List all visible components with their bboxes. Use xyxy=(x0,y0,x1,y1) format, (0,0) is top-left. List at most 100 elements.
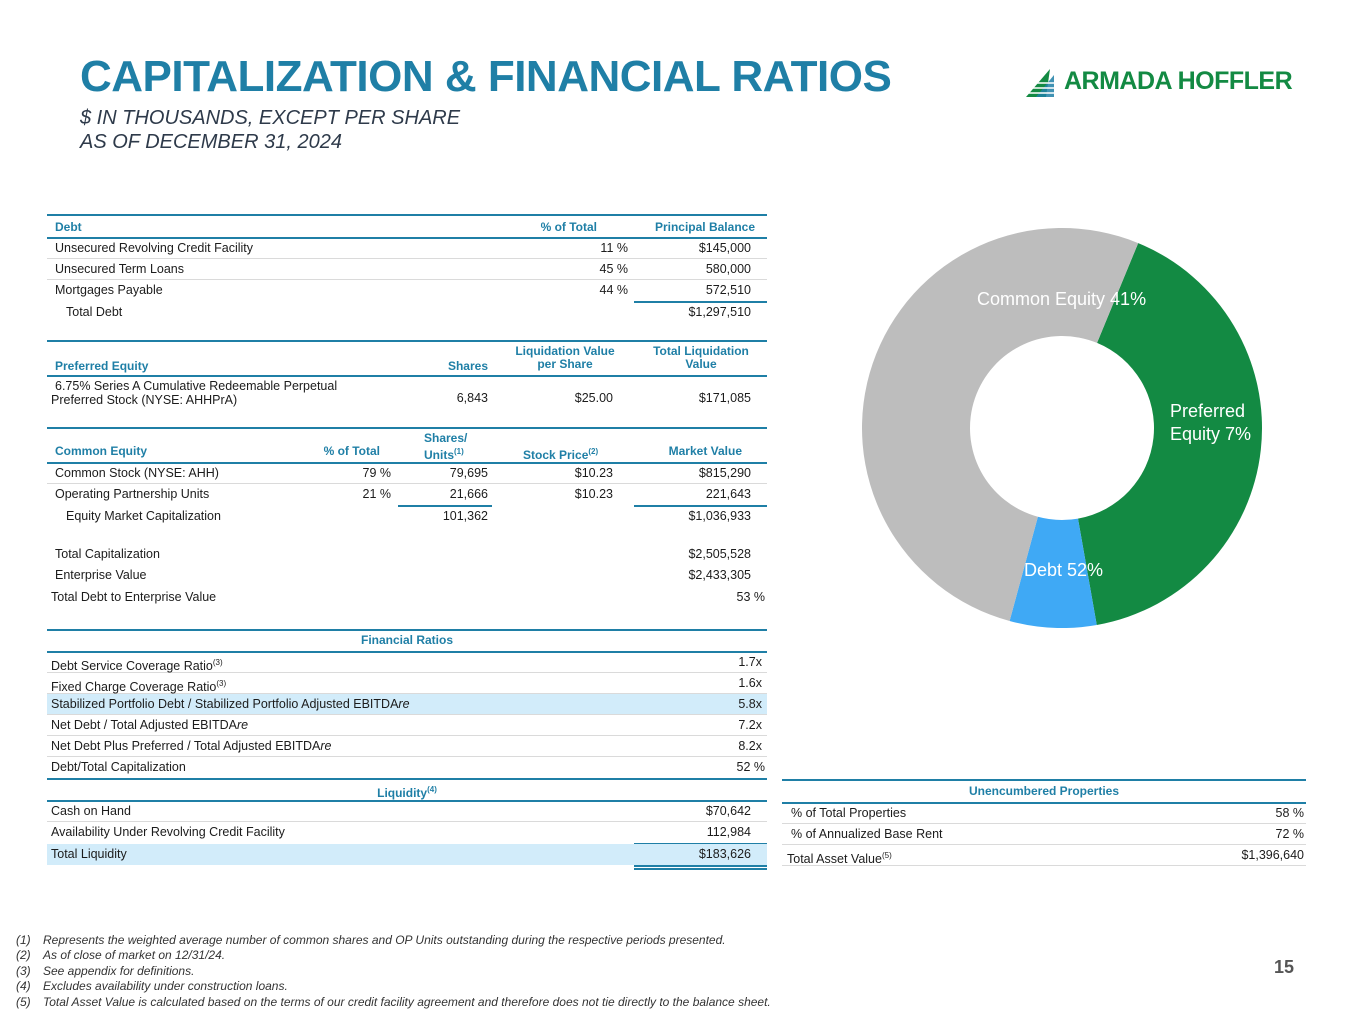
ratio-label: Fixed Charge Coverage Ratio(3) xyxy=(51,679,227,695)
ratio-label: Debt Service Coverage Ratio(3) xyxy=(51,658,223,674)
unencumbered-label: % of Total Properties xyxy=(791,806,907,820)
debt-row-balance: 580,000 xyxy=(705,262,751,276)
table-row: Mortgages Payable 44 % 572,510 xyxy=(47,280,767,301)
slice-label-preferred-1: Preferred xyxy=(1170,401,1246,421)
preferred-header-total-liq: Total Liquidation Value xyxy=(653,344,749,371)
table-row: Unsecured Term Loans 45 % 580,000 xyxy=(47,259,767,280)
liquidity-label: Cash on Hand xyxy=(51,804,131,818)
logo-wordmark: ARMADA HOFFLER xyxy=(1064,66,1293,95)
slice-label-debt: Debt 52% xyxy=(1024,560,1104,580)
debt-row-name: Unsecured Revolving Credit Facility xyxy=(55,241,253,255)
slice-preferred-equity xyxy=(1009,516,1097,628)
ratio-label: Net Debt / Total Adjusted EBITDAre xyxy=(51,718,249,732)
preferred-row-name-2: Preferred Stock (NYSE: AHHPrA) xyxy=(51,393,238,407)
debt-row-balance: $145,000 xyxy=(698,241,751,255)
ratio-label: Net Debt Plus Preferred / Total Adjusted… xyxy=(51,739,332,753)
common-row-price: $10.23 xyxy=(574,487,613,501)
capitalization-summary: Total Capitalization $2,505,528 Enterpri… xyxy=(47,544,767,610)
debt-row-pct: 44 % xyxy=(599,283,629,297)
table-row: Debt Service Coverage Ratio(3) 1.7x xyxy=(47,652,767,673)
footnote: (1) Represents the weighted average numbe… xyxy=(16,933,726,947)
preferred-header-name: Preferred Equity xyxy=(55,359,149,373)
donut-svg xyxy=(861,227,1262,628)
ratios-title: Financial Ratios xyxy=(360,633,454,647)
financial-ratios-table: Financial Ratios Debt Service Coverage R… xyxy=(47,629,767,870)
liquidity-total-row: Total Liquidity $183,626 xyxy=(47,844,767,865)
slice-debt xyxy=(861,227,1139,622)
unencumbered-properties-table: Unencumbered Properties % of Total Prope… xyxy=(782,779,1306,869)
liquidity-total-value: $183,626 xyxy=(698,847,751,861)
common-row-shares: 79,695 xyxy=(449,466,488,480)
summary-label: Total Debt to Enterprise Value xyxy=(51,590,217,604)
table-row: Debt/Total Capitalization 52 % xyxy=(47,757,767,778)
ratio-value: 8.2x xyxy=(738,739,762,753)
common-equity-table: Common Equity % of Total Shares/ Units(1… xyxy=(47,427,767,527)
common-header-price: Stock Price(2) xyxy=(523,447,599,462)
liquidity-total-label: Total Liquidity xyxy=(51,847,127,861)
ratio-label: Debt/Total Capitalization xyxy=(51,760,186,774)
page-subtitle-date: AS OF DECEMBER 31, 2024 xyxy=(80,131,342,153)
footnote: (2) As of close of market on 12/31/24. xyxy=(16,948,226,962)
table-row: Net Debt / Total Adjusted EBITDAre 7.2x xyxy=(47,715,767,736)
debt-row-balance: 572,510 xyxy=(705,283,751,297)
common-row-market: 221,643 xyxy=(705,487,751,501)
page-title: CAPITALIZATION & FINANCIAL RATIOS xyxy=(80,52,892,101)
preferred-header-liq-value: Liquidation Value per Share xyxy=(515,344,615,371)
debt-header-row: Debt % of Total Principal Balance xyxy=(47,217,767,238)
summary-row: Total Debt to Enterprise Value 53 % xyxy=(47,587,767,608)
summary-label: Total Capitalization xyxy=(55,547,160,561)
table-row: % of Annualized Base Rent 72 % xyxy=(782,824,1306,845)
common-total-shares: 101,362 xyxy=(442,509,488,523)
table-row: Common Stock (NYSE: AHH) 79 % 79,695 $10… xyxy=(47,463,767,484)
liquidity-title: Liquidity(4) xyxy=(377,785,437,800)
preferred-row-name-1: 6.75% Series A Cumulative Redeemable Per… xyxy=(55,379,338,393)
summary-row: Total Capitalization $2,505,528 xyxy=(47,544,767,565)
debt-total-label: Total Debt xyxy=(66,305,123,319)
slice-label-common-equity: Common Equity 41% xyxy=(977,289,1147,309)
debt-total-row: Total Debt $1,297,510 xyxy=(47,302,767,323)
common-header-pct: % of Total xyxy=(323,444,380,458)
company-logo: ARMADA HOFFLER xyxy=(1024,63,1293,99)
common-row-pct: 21 % xyxy=(362,487,392,501)
table-row: Cash on Hand $70,642 xyxy=(47,801,767,822)
debt-header-balance: Principal Balance xyxy=(654,220,755,234)
summary-value: $2,505,528 xyxy=(688,547,751,561)
debt-table: Debt % of Total Principal Balance Unsecu… xyxy=(47,214,767,324)
footnote: (3) See appendix for definitions. xyxy=(16,964,195,978)
unencumbered-label: Total Asset Value(5) xyxy=(787,851,892,867)
ratio-value: 7.2x xyxy=(738,718,762,732)
page-subtitle-units: $ IN THOUSANDS, EXCEPT PER SHARE xyxy=(80,107,461,129)
page-number: 15 xyxy=(1274,957,1295,977)
debt-row-name: Unsecured Term Loans xyxy=(55,262,185,276)
ratio-label: Stabilized Portfolio Debt / Stabilized P… xyxy=(51,697,410,711)
common-header-shares-2: Units(1) xyxy=(424,447,464,462)
liquidity-value: $70,642 xyxy=(705,804,751,818)
preferred-row-liq-value: $25.00 xyxy=(574,391,613,405)
table-row: Unsecured Revolving Credit Facility 11 %… xyxy=(47,238,767,259)
ratio-value: 1.7x xyxy=(738,655,762,669)
table-row: Net Debt Plus Preferred / Total Adjusted… xyxy=(47,736,767,757)
liquidity-label: Availability Under Revolving Credit Faci… xyxy=(51,825,285,839)
armada-hoffler-logo-icon xyxy=(1026,69,1056,97)
ratio-value: 5.8x xyxy=(738,697,762,711)
debt-header-pct: % of Total xyxy=(540,220,597,234)
debt-row-pct: 45 % xyxy=(599,262,629,276)
debt-row-name: Mortgages Payable xyxy=(55,283,163,297)
summary-label: Enterprise Value xyxy=(55,568,147,582)
common-total-row: Equity Market Capitalization 101,362 $1,… xyxy=(47,506,767,527)
table-row: Total Asset Value(5) $1,396,640 xyxy=(782,845,1306,866)
table-row: Fixed Charge Coverage Ratio(3) 1.6x xyxy=(47,673,767,694)
summary-value: $2,433,305 xyxy=(688,568,751,582)
liquidity-value: 112,984 xyxy=(706,825,751,839)
unencumbered-title: Unencumbered Properties xyxy=(968,784,1120,798)
common-row-pct: 79 % xyxy=(362,466,392,480)
slice-common-equity xyxy=(1077,243,1262,625)
table-row: Operating Partnership Units 21 % 21,666 … xyxy=(47,484,767,505)
common-header-market: Market Value xyxy=(668,444,742,458)
common-row-price: $10.23 xyxy=(574,466,613,480)
common-total-market: $1,036,933 xyxy=(688,509,751,523)
unencumbered-value: 58 % xyxy=(1275,806,1305,820)
capitalization-donut-chart: Common Equity 41% Preferred Equity 7% De… xyxy=(861,227,1262,628)
summary-row: Enterprise Value $2,433,305 xyxy=(47,565,767,586)
debt-row-pct: 11 % xyxy=(600,241,628,255)
